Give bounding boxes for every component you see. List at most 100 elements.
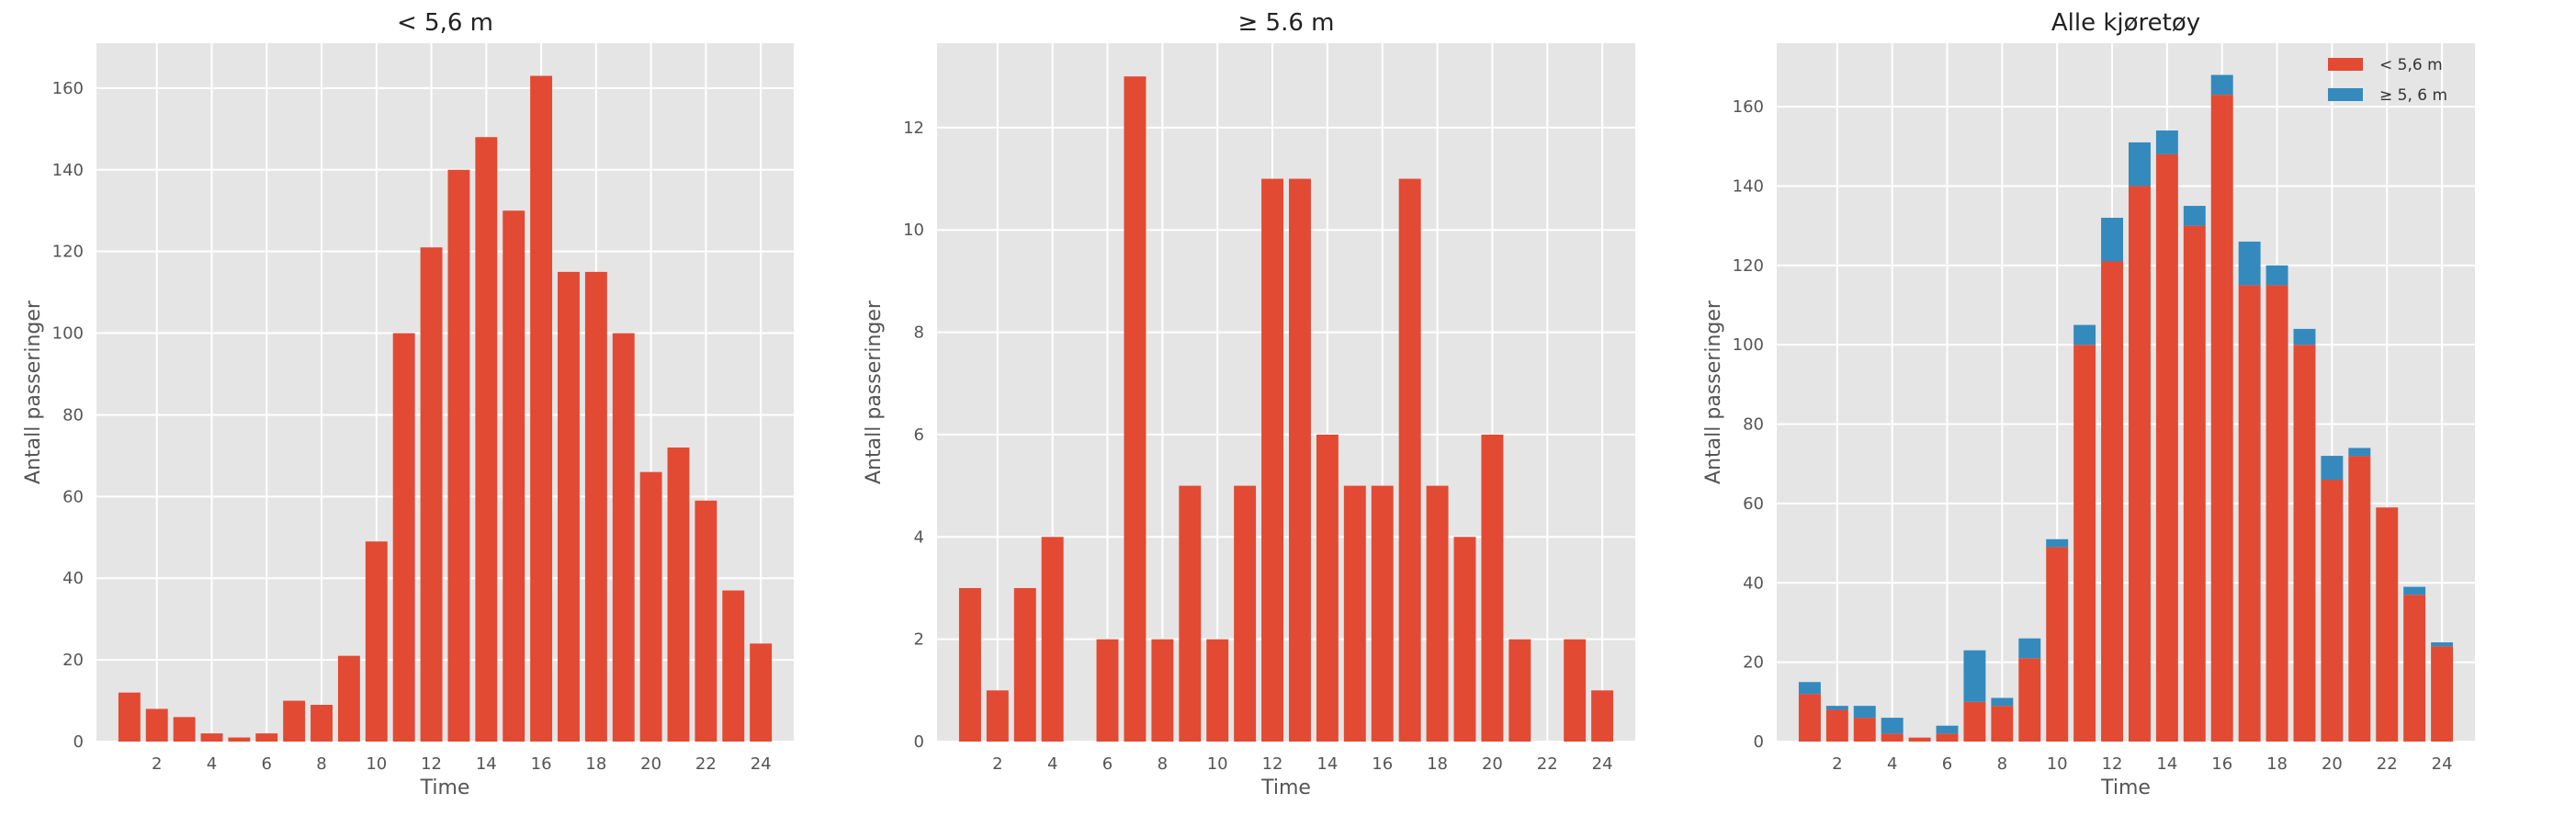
y-tick-label: 80	[1743, 415, 1764, 435]
y-tick-label: 140	[52, 161, 84, 180]
legend-label: ≥ 5, 6 m	[2379, 86, 2447, 105]
y-tick-label: 40	[1743, 573, 1764, 593]
bar-series1	[2210, 95, 2233, 742]
bar-series1	[2238, 285, 2261, 742]
bar-series1	[1991, 706, 2014, 742]
bar-series1	[1481, 434, 1504, 742]
bar-series2	[2155, 130, 2178, 154]
y-tick-label: 80	[62, 405, 84, 425]
bar-series1	[2018, 658, 2041, 742]
y-tick-label: 160	[52, 79, 84, 98]
y-tick-label: 60	[1743, 494, 1764, 514]
y-tick-label: 120	[52, 243, 84, 262]
bar-series1	[2128, 186, 2151, 742]
x-tick-label: 8	[316, 754, 326, 774]
bar-series1	[475, 137, 498, 742]
bar-series1	[447, 169, 470, 742]
bar-series2	[1853, 706, 1876, 719]
bar-series1	[1234, 485, 1257, 742]
chart-title: ≥ 5.6 m	[1238, 9, 1335, 37]
x-tick-label: 24	[1592, 754, 1613, 774]
y-tick-label: 4	[914, 527, 924, 547]
bar-series1	[1963, 701, 1986, 742]
y-tick-label: 0	[1754, 732, 1764, 752]
y-tick-label: 40	[62, 569, 84, 588]
bar-series1	[667, 448, 690, 742]
bar-series2	[2183, 206, 2206, 226]
bar-series1	[2046, 547, 2069, 742]
bar-series1	[612, 333, 635, 742]
bar-series1	[584, 271, 607, 742]
chart-title: < 5,6 m	[397, 9, 493, 37]
x-tick-label: 18	[1427, 754, 1448, 774]
bar-series2	[2128, 142, 2151, 187]
legend-label: < 5,6 m	[2379, 56, 2443, 74]
x-axis-label: Time	[1260, 776, 1311, 799]
bar-series1	[200, 733, 223, 742]
x-tick-label: 8	[1158, 754, 1168, 774]
x-tick-label: 16	[1372, 754, 1393, 774]
y-tick-label: 10	[903, 221, 924, 240]
y-tick-label: 2	[914, 630, 924, 650]
y-tick-label: 0	[73, 732, 84, 752]
x-tick-label: 2	[992, 754, 1002, 774]
bar-series1	[1096, 639, 1119, 742]
bar-series1	[1508, 639, 1531, 742]
bar-series1	[1288, 178, 1311, 742]
bar-series2	[2348, 448, 2371, 457]
y-tick-label: 8	[914, 323, 924, 343]
bar-series1	[311, 705, 333, 742]
bar-series1	[1798, 694, 1821, 742]
x-tick-label: 10	[2047, 754, 2068, 774]
bar-series1	[1564, 639, 1587, 742]
chart-title: Alle kjøretøy	[2051, 9, 2200, 37]
bar-series1	[1343, 485, 1366, 742]
bar-series2	[2210, 74, 2233, 96]
bar-series1	[1261, 178, 1284, 742]
x-axis-label: Time	[420, 776, 470, 799]
bar-series1	[722, 590, 745, 742]
bar-series2	[1991, 697, 2014, 707]
bar-series1	[1041, 537, 1064, 742]
bar-series2	[2101, 218, 2124, 262]
bar-series1	[2183, 225, 2206, 742]
x-tick-label: 18	[585, 754, 606, 774]
legend: < 5,6 m ≥ 5, 6 m	[2328, 56, 2447, 105]
bar-series2	[2403, 586, 2426, 595]
bar-series1	[2293, 345, 2316, 742]
bar-series1	[639, 471, 662, 742]
bar-series1	[145, 708, 168, 742]
bar-series1	[1398, 178, 1421, 742]
x-tick-label: 14	[1316, 754, 1338, 774]
chart-3: 2 4 6 8 10 12 14 16 18 20 22 2402040608010012014016…	[1702, 9, 2475, 799]
y-tick-label: 100	[1733, 335, 1764, 355]
bar-series2	[2321, 456, 2344, 480]
y-axis-label: Antall passeringer	[1702, 300, 1725, 484]
bar-series1	[2265, 285, 2288, 742]
bar-series1	[958, 587, 981, 742]
bar-series1	[337, 655, 360, 742]
y-tick-label: 140	[1733, 176, 1764, 196]
y-tick-label: 6	[914, 425, 924, 445]
y-tick-label: 20	[62, 651, 84, 670]
legend-swatch	[2328, 88, 2363, 101]
y-tick-label: 120	[1733, 256, 1764, 276]
bar-series1	[2403, 595, 2426, 742]
bar-series1	[365, 541, 388, 742]
x-tick-label: 10	[366, 754, 387, 774]
bar-series1	[750, 643, 773, 742]
bar-series1	[695, 500, 717, 742]
x-tick-label: 12	[1262, 754, 1283, 774]
x-tick-label: 12	[421, 754, 442, 774]
bar-series1	[986, 690, 1009, 742]
bar-series1	[2155, 153, 2178, 742]
x-tick-label: 6	[262, 754, 272, 774]
x-tick-label: 14	[2156, 754, 2177, 774]
bar-series1	[1124, 76, 1147, 742]
bar-series1	[1206, 639, 1229, 742]
x-tick-label: 4	[207, 754, 217, 774]
y-tick-label: 100	[52, 324, 84, 344]
y-tick-label: 0	[914, 732, 924, 752]
bar-series1	[173, 717, 196, 742]
